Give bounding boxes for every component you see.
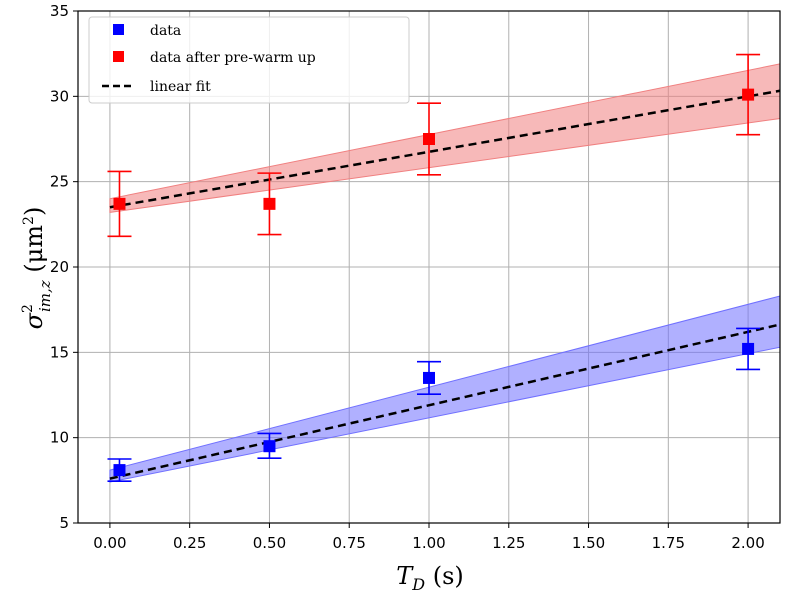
data-point-data-after-pre-warm-up <box>423 133 435 145</box>
legend: data data after pre-warm up linear fit <box>88 16 410 104</box>
axis-ticks: 0.00 0.25 0.50 0.75 1.00 1.25 1.50 1.75 2.00 5 10 1… <box>50 2 765 552</box>
legend-marker-data-after-pre-warm-up <box>113 51 124 62</box>
y-tick-label: 25 <box>50 173 69 191</box>
x-tick-label: 0.25 <box>173 534 206 552</box>
y-tick-label: 10 <box>50 429 69 447</box>
fit-line-data-after-pre-warm-up <box>109 89 781 209</box>
x-tick-label: 0.50 <box>253 534 286 552</box>
x-tick-label: 0.00 <box>93 534 126 552</box>
y-tick-label: 30 <box>50 87 69 105</box>
y-axis-label: σ2im,z (μm2) <box>20 207 54 330</box>
data-points <box>113 88 755 477</box>
data-point-data <box>423 371 435 384</box>
legend-label-linear-fit: linear fit <box>150 79 211 95</box>
data-point-data <box>113 464 126 477</box>
fit-lines <box>109 89 781 480</box>
y-tick-label: 5 <box>59 514 69 532</box>
data-point-data <box>263 440 276 453</box>
legend-label-data-after-pre-warm-up: data after pre-warm up <box>150 50 316 66</box>
x-tick-label: 0.75 <box>333 534 366 552</box>
legend-label-data: data <box>150 23 181 39</box>
legend-box <box>88 16 410 104</box>
x-tick-label: 1.50 <box>572 534 605 552</box>
x-tick-label: 1.75 <box>652 534 685 552</box>
y-tick-label: 35 <box>50 2 69 20</box>
y-tick-label: 20 <box>50 258 69 276</box>
data-point-data <box>742 342 755 355</box>
data-point-data-after-pre-warm-up <box>113 197 126 210</box>
fit-line-data <box>109 323 781 480</box>
x-axis-label: TD (s) <box>396 562 464 594</box>
x-tick-label: 1.00 <box>412 534 445 552</box>
data-point-data-after-pre-warm-up <box>742 88 755 101</box>
data-point-data-after-pre-warm-up <box>263 197 276 210</box>
x-tick-label: 2.00 <box>731 534 764 552</box>
legend-marker-data <box>113 24 124 35</box>
y-tick-label: 15 <box>50 343 69 361</box>
x-tick-label: 1.25 <box>492 534 525 552</box>
